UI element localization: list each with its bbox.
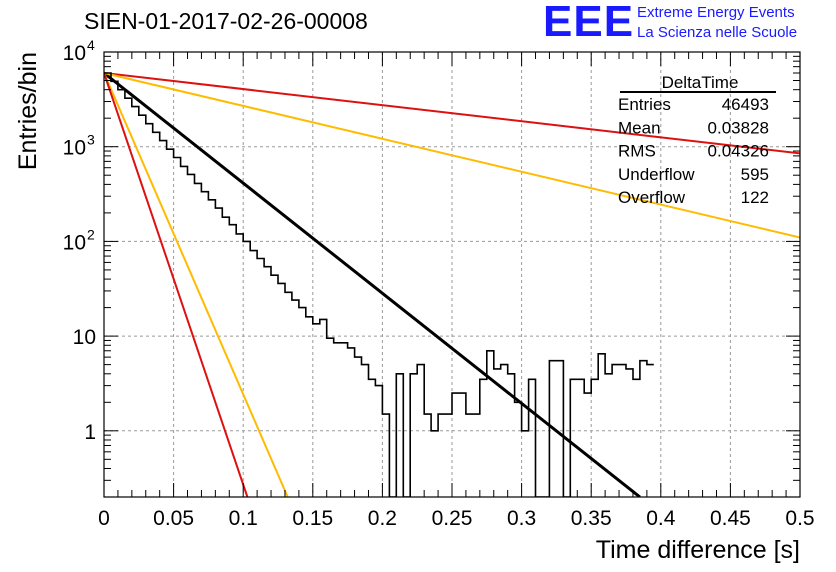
y-tick-exponent: 3 [87, 132, 95, 148]
x-tick-label: 0.35 [571, 507, 612, 530]
x-tick-label: 0.25 [432, 507, 473, 530]
stats-row-value: 0.03828 [708, 118, 769, 137]
y-tick-label: 10 [63, 137, 86, 160]
x-tick-label: 0.3 [507, 507, 536, 530]
histogram-outline [104, 72, 654, 497]
y-tick-label: 1 [84, 421, 96, 444]
x-tick-label: 0.4 [646, 507, 676, 530]
fit-line [104, 72, 800, 239]
stats-row-label: RMS [618, 142, 656, 161]
stats-row-label: Entries [618, 95, 671, 114]
x-tick-label: 0.2 [368, 507, 397, 530]
fit-line [104, 72, 800, 155]
x-tick-label: 0 [98, 507, 110, 530]
y-tick-label: 10 [63, 42, 86, 65]
eee-logo: EEE [543, 0, 635, 46]
stats-row-label: Overflow [618, 188, 686, 207]
chart-title: SIEN-01-2017-02-26-00008 [84, 8, 368, 34]
stats-row-value: 0.04326 [708, 142, 769, 161]
y-tick-label: 10 [63, 231, 86, 254]
x-tick-label: 0.5 [785, 507, 814, 530]
logo-caption: Extreme Energy Events La Scienza nelle S… [637, 3, 797, 43]
logo-caption-line2: La Scienza nelle Scuole [637, 24, 798, 41]
x-tick-label: 0.05 [153, 507, 194, 530]
x-tick-label: 0.45 [710, 507, 751, 530]
x-tick-label: 0.1 [229, 507, 258, 530]
fit-line [104, 72, 249, 497]
fit-line [104, 71, 641, 497]
y-axis-label: Entries/bin [14, 52, 42, 170]
stats-row-label: Underflow [618, 165, 695, 184]
y-tick-exponent: 2 [87, 226, 95, 242]
stats-row-value: 122 [741, 188, 769, 207]
x-axis-label: Time difference [s] [596, 536, 800, 564]
stats-row-value: 46493 [722, 95, 769, 114]
logo-caption-line1: Extreme Energy Events [637, 4, 795, 21]
stats-row-value: 595 [741, 165, 769, 184]
x-tick-label: 0.15 [292, 507, 333, 530]
y-tick-label: 10 [73, 326, 96, 349]
stats-box-title: DeltaTime [662, 73, 739, 92]
stats-row-label: Mean [618, 118, 661, 137]
y-tick-exponent: 4 [87, 37, 95, 53]
fit-line [104, 72, 289, 497]
